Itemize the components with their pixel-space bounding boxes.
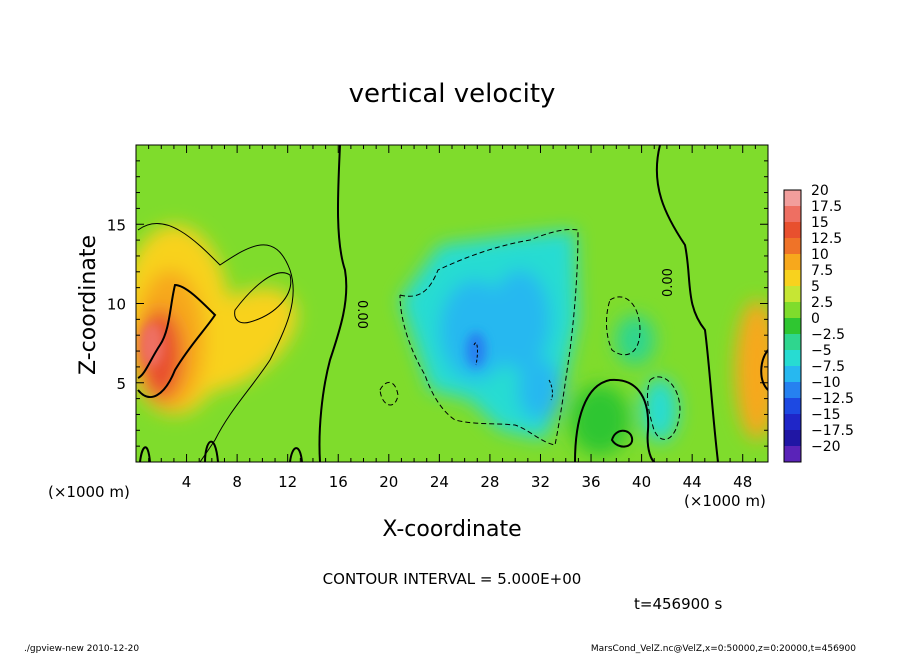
colorbar-swatch (784, 430, 801, 447)
colorbar-label: 15 (811, 215, 829, 231)
downdraft-core-max (466, 332, 486, 368)
x-tick-label: 16 (329, 473, 348, 491)
colorbar-label: −7.5 (811, 359, 845, 375)
colorbar-swatch (784, 270, 801, 287)
colorbar-label: −10 (811, 375, 841, 391)
colorbar-label: 5 (811, 279, 820, 295)
downdraft-small-2 (615, 315, 655, 365)
colorbar-swatch (784, 318, 801, 335)
colorbar-swatch (784, 238, 801, 255)
y-axis-label: Z-coordinate (76, 235, 101, 375)
chart-title: vertical velocity (349, 79, 556, 109)
colorbar-label: 7.5 (811, 263, 833, 279)
colorbar-swatch (784, 206, 801, 223)
colorbar-swatch (784, 398, 801, 415)
colorbar-swatch (784, 382, 801, 399)
colorbar-label: −20 (811, 439, 841, 455)
x-tick-label: 24 (430, 473, 449, 491)
footer-right: MarsCond_VelZ.nc@VelZ,x=0:50000,z=0:2000… (591, 644, 856, 654)
colorbar-label: −17.5 (811, 423, 854, 439)
x-tick-label: 4 (182, 473, 192, 491)
x-axis-unit-left: (×1000 m) (48, 483, 130, 501)
x-tick-labels: 4 8 12 16 20 24 28 32 36 40 44 48 (182, 473, 752, 491)
contour-label-2: 0.00 (661, 268, 676, 297)
colorbar-swatch (784, 190, 801, 207)
colorbar-label: 2.5 (811, 295, 833, 311)
x-tick-label: 12 (278, 473, 297, 491)
x-axis-unit-right: (×1000 m) (684, 492, 766, 510)
x-tick-label: 32 (531, 473, 550, 491)
x-axis-label: X-coordinate (382, 517, 521, 542)
colorbar-label: 0 (811, 311, 820, 327)
colorbar-swatch (784, 334, 801, 351)
colorbar-swatch (784, 222, 801, 239)
x-tick-label: 40 (632, 473, 651, 491)
x-tick-label: 8 (232, 473, 242, 491)
plot-area: 0.00 0.00 (120, 145, 779, 462)
colorbar-label: −15 (811, 407, 841, 423)
y-tick-label: 10 (107, 296, 126, 314)
colorbar-label: −12.5 (811, 391, 854, 407)
x-tick-label: 20 (379, 473, 398, 491)
x-tick-label: 44 (683, 473, 702, 491)
colorbar-label: 10 (811, 247, 829, 263)
x-tick-label: 36 (581, 473, 600, 491)
colorbar-swatch (784, 286, 801, 303)
colorbar-label: 20 (811, 183, 829, 199)
time-label: t=456900 s (634, 595, 722, 613)
colorbar-label: 12.5 (811, 231, 842, 247)
x-tick-label: 28 (480, 473, 499, 491)
colorbar-swatch (784, 446, 801, 463)
colorbar-swatch (784, 254, 801, 271)
colorbar-swatch (784, 414, 801, 431)
colorbar (784, 190, 801, 463)
colorbar-swatch (784, 350, 801, 367)
colorbar-label: −2.5 (811, 327, 845, 343)
y-tick-label: 15 (107, 216, 126, 234)
contour-interval: CONTOUR INTERVAL = 5.000E+00 (323, 570, 582, 588)
x-tick-label: 48 (733, 473, 752, 491)
colorbar-swatch (784, 366, 801, 383)
y-tick-labels: 5 10 15 (107, 216, 126, 393)
y-tick-label: 5 (116, 375, 126, 393)
contour-label-1: 0.00 (354, 300, 369, 329)
downdraft-core-3 (518, 360, 562, 420)
colorbar-labels: 2017.51512.5107.552.50−2.5−5−7.5−10−12.5… (811, 183, 854, 455)
colorbar-label: 17.5 (811, 199, 842, 215)
downdraft-core-2 (490, 270, 550, 370)
footer-left: ./gpview-new 2010-12-20 (24, 644, 139, 654)
updraft-right (735, 300, 779, 440)
colorbar-swatch (784, 302, 801, 319)
colorbar-label: −5 (811, 343, 832, 359)
